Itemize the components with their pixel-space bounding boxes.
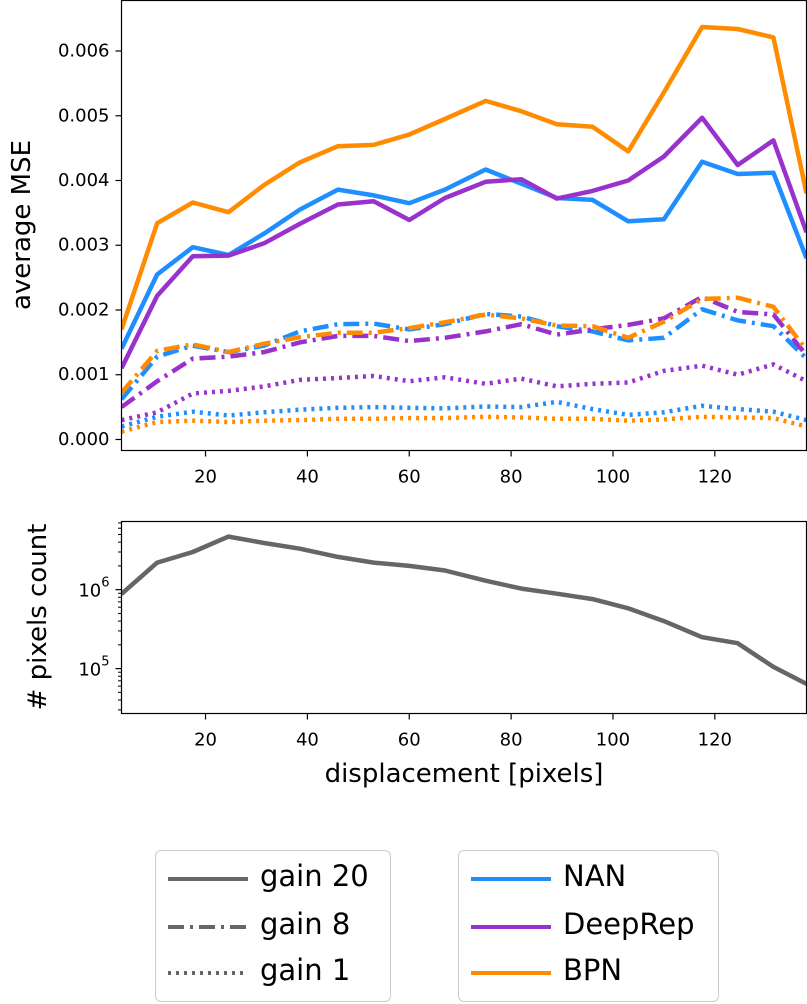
x-tick-label: 40 (296, 730, 319, 751)
legend-line-dashdot (168, 925, 248, 929)
mse-plot-frame (120, 0, 807, 452)
series-line-deeprep-gain20 (121, 115, 807, 370)
x-tick-label: 100 (596, 730, 630, 751)
x-tick-label: 60 (398, 467, 421, 488)
mse-x-ticks: 20 40 60 80 100 120 (194, 450, 732, 488)
legend-label: gain 8 (260, 907, 351, 941)
x-axis-label: displacement [pixels] (325, 759, 604, 789)
y-tick-label: 0.002 (58, 299, 110, 320)
legend-label: gain 20 (260, 859, 369, 893)
mse-chart: 20 40 60 80 100 120 0.000 0.001 0.002 0.003 0.004… (7, 0, 807, 488)
gain-legend: gain 20 gain 8 gain 1 (155, 850, 391, 1002)
legend-line-nan (471, 877, 551, 881)
method-legend: NAN DeepRep BPN (458, 850, 719, 1002)
pixel-count-series-group (121, 534, 807, 686)
pixel-count-line (121, 534, 807, 686)
y-tick-label: 0.005 (58, 105, 110, 126)
legend-item-bpn: BPN (459, 949, 718, 993)
series-line-bpn-gain1 (121, 414, 807, 434)
legend-line-deeprep (471, 925, 551, 929)
legend-line-bpn (471, 971, 551, 975)
y-tick-label: 0.004 (58, 170, 110, 191)
legend-label: BPN (563, 953, 623, 987)
series-line-bpn-gain20 (121, 24, 807, 331)
legend-label: gain 1 (260, 953, 351, 987)
y-tick-label: 0.001 (58, 364, 110, 385)
legend-line-dotted (168, 971, 248, 975)
x-tick-label: 40 (296, 467, 319, 488)
x-tick-label: 60 (398, 730, 421, 751)
legend-item-gain-1: gain 1 (156, 949, 390, 993)
legend-item-nan: NAN (459, 855, 718, 899)
y-tick-label: 0.000 (58, 429, 110, 450)
y-tick-label: 106 (78, 576, 109, 602)
legend-label: NAN (563, 859, 627, 893)
y-tick-label: 0.003 (58, 235, 110, 256)
pixel-count-y-axis-label: # pixels count (23, 524, 53, 711)
y-tick-label: 0.006 (58, 41, 110, 62)
legend-item-gain-8: gain 8 (156, 903, 390, 947)
x-tick-label: 80 (500, 467, 523, 488)
y-tick-label: 105 (78, 655, 109, 681)
mse-series-group (121, 24, 807, 434)
legend-label: DeepRep (563, 907, 695, 941)
legend-item-deeprep: DeepRep (459, 903, 718, 947)
legend-item-gain-20: gain 20 (156, 855, 390, 899)
x-tick-label: 20 (194, 467, 217, 488)
mse-y-axis-label: average MSE (7, 140, 37, 310)
pixel-count-x-ticks: 20 40 60 80 100 120 (194, 713, 732, 751)
series-line-bpn-gain8 (121, 295, 807, 395)
pixel-count-chart: 20 40 60 80 100 120 105 106 # pixels count dis… (23, 520, 807, 789)
x-tick-label: 120 (698, 467, 732, 488)
x-tick-label: 80 (500, 730, 523, 751)
series-line-nan-gain1 (121, 399, 807, 429)
x-tick-label: 120 (698, 730, 732, 751)
x-tick-label: 100 (596, 467, 630, 488)
mse-y-ticks: 0.000 0.001 0.002 0.003 0.004 0.005 0.006 (58, 41, 122, 450)
pixel-count-plot-frame (120, 520, 807, 715)
series-line-nan-gain8 (121, 307, 807, 401)
x-tick-label: 20 (194, 730, 217, 751)
series-line-deeprep-gain1 (121, 362, 807, 423)
pixel-count-y-ticks: 105 106 (78, 522, 122, 711)
legend-line-solid (168, 877, 248, 881)
